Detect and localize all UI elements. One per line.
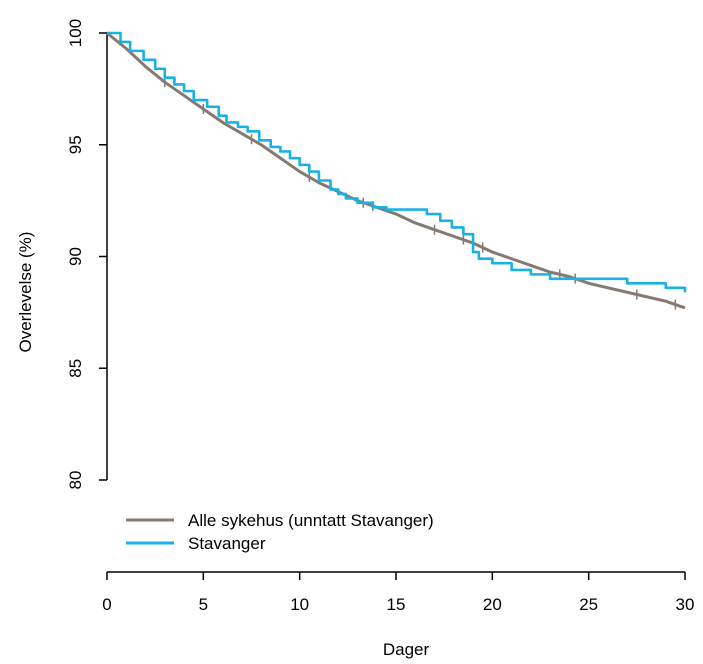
y-axis-title: Overlevelse (%) xyxy=(16,232,35,353)
x-tick-label: 10 xyxy=(290,595,309,614)
x-axis-title: Dager xyxy=(383,640,430,659)
series-line-0 xyxy=(106,31,686,310)
legend-label-0: Alle sykehus (unntatt Stavanger) xyxy=(188,511,434,530)
x-tick-label: 30 xyxy=(676,595,695,614)
y-tick-label: 95 xyxy=(66,135,85,154)
series-line-1 xyxy=(107,31,687,293)
x-tick-label: 5 xyxy=(199,595,208,614)
x-tick-label: 15 xyxy=(387,595,406,614)
legend-label-1: Stavanger xyxy=(188,534,266,553)
y-axis: 80 85 90 95 100 xyxy=(66,19,108,490)
x-axis: 0 5 10 15 20 25 30 xyxy=(102,571,695,614)
y-tick-label: 80 xyxy=(66,471,85,490)
x-tick-label: 0 xyxy=(102,595,111,614)
y-tick-label: 90 xyxy=(66,247,85,266)
x-tick-label: 20 xyxy=(483,595,502,614)
series-layer xyxy=(106,31,687,310)
y-tick-label: 100 xyxy=(66,19,85,47)
x-tick-label: 25 xyxy=(579,595,598,614)
y-tick-label: 85 xyxy=(66,359,85,378)
legend: Alle sykehus (unntatt Stavanger) Stavange… xyxy=(126,511,434,553)
